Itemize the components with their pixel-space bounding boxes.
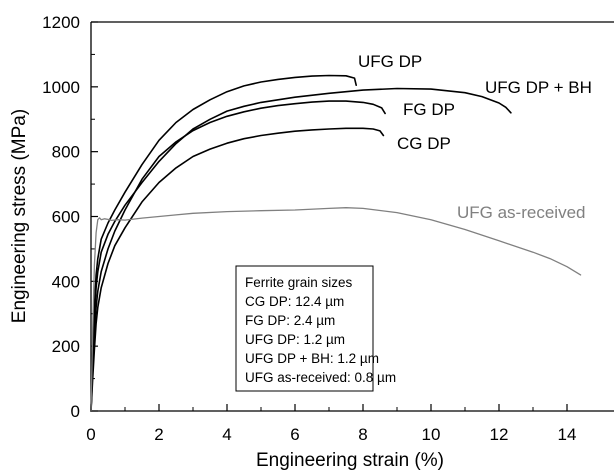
legend-line: CG DP: 12.4 µm xyxy=(245,294,344,309)
series-label: CG DP xyxy=(397,134,451,153)
x-tick-label: 0 xyxy=(86,425,95,444)
legend-line: FG DP: 2.4 µm xyxy=(245,313,335,328)
x-tick-group: 0 2 4 6 8 10 12 14 xyxy=(86,404,576,444)
x-tick-label: 8 xyxy=(358,425,367,444)
y-tick-label: 800 xyxy=(52,143,80,162)
y-tick-label: 200 xyxy=(52,337,80,356)
grain-size-legend: Ferrite grain sizes CG DP: 12.4 µm FG DP… xyxy=(235,265,396,392)
series-line-group xyxy=(90,74,582,412)
y-tick-label: 400 xyxy=(52,272,80,291)
series-line-ufg-as-received xyxy=(90,207,582,412)
series-label: UFG as-received xyxy=(457,203,585,222)
x-tick-label: 12 xyxy=(490,425,509,444)
legend-line: Ferrite grain sizes xyxy=(245,275,353,290)
x-tick-label: 2 xyxy=(154,425,163,444)
x-tick-label: 4 xyxy=(222,425,231,444)
series-label: FG DP xyxy=(403,100,455,119)
series-line-ufg-dp xyxy=(90,74,358,412)
y-tick-label: 600 xyxy=(52,208,80,227)
y-tick-label: 1000 xyxy=(42,78,80,97)
series-label-group: UFG DP UFG DP + BH FG DP CG DP UFG as-receiv… xyxy=(358,52,592,222)
x-tick-label: 10 xyxy=(422,425,441,444)
y-axis-title: Engineering stress (MPa) xyxy=(9,109,30,323)
legend-line: UFG DP: 1.2 µm xyxy=(245,332,345,347)
series-label: UFG DP + BH xyxy=(485,78,592,97)
series-line-ufg-dp-bh xyxy=(90,87,512,412)
legend-box xyxy=(235,265,374,392)
y-tick-label: 1200 xyxy=(42,13,80,32)
x-axis-title: Engineering strain (%) xyxy=(256,450,444,471)
legend-line: UFG as-received: 0.8 µm xyxy=(245,370,396,385)
x-tick-label: 6 xyxy=(290,425,299,444)
legend-line: UFG DP + BH: 1.2 µm xyxy=(245,351,379,366)
x-tick-label: 14 xyxy=(558,425,577,444)
series-label: UFG DP xyxy=(358,52,422,71)
series-line-fg-dp xyxy=(90,100,386,412)
y-tick-group: 0 200 400 600 800 1000 1200 xyxy=(42,13,98,421)
series-line-cg-dp xyxy=(90,127,385,412)
y-tick-label: 0 xyxy=(71,402,80,421)
